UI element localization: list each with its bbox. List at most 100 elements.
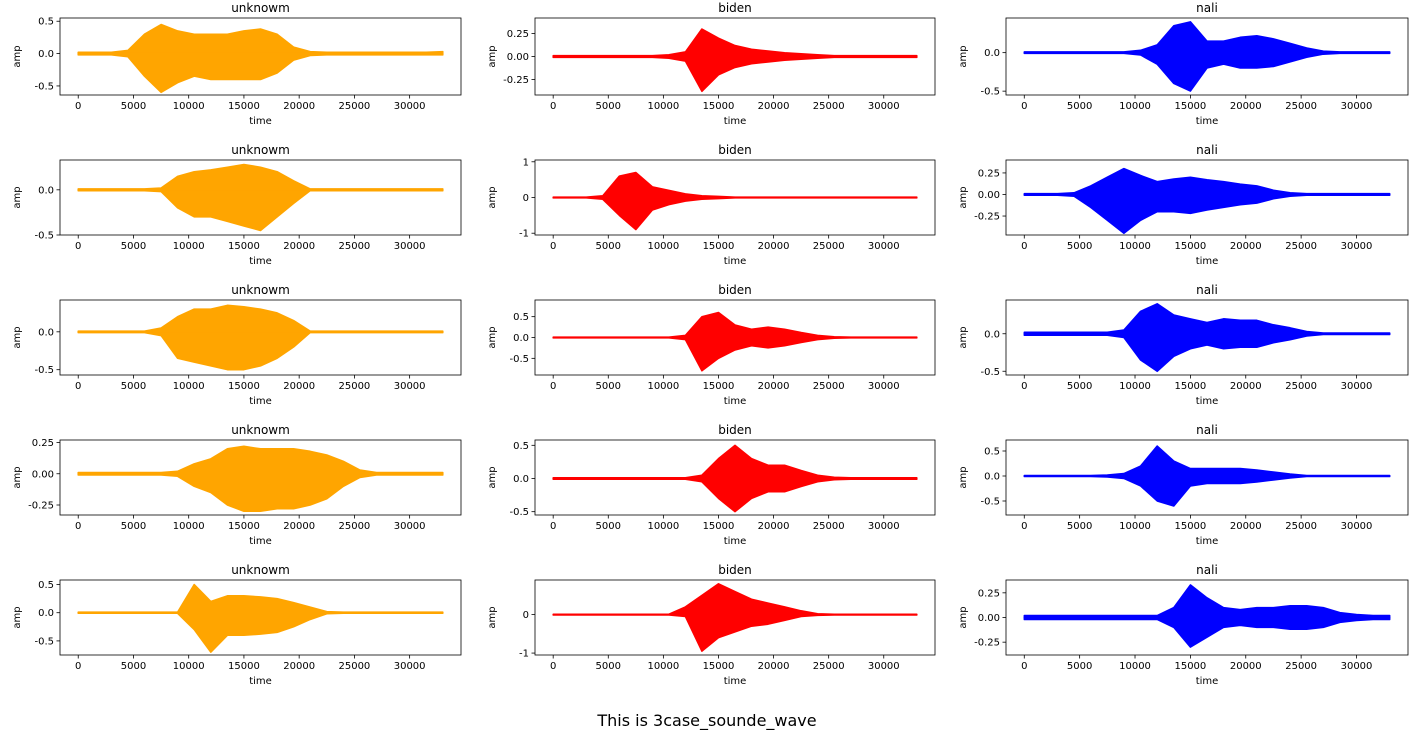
figure-title: This is 3case_sounde_wave — [596, 711, 816, 731]
axes-frame — [1005, 299, 1409, 376]
axes-frame — [59, 299, 462, 376]
x-tick-label: 15000 — [1174, 381, 1206, 392]
y-tick-label: -0.25 — [974, 212, 1000, 223]
subplot-title: biden — [718, 143, 752, 157]
x-tick-label: 0 — [75, 241, 81, 252]
x-tick-label: 15000 — [228, 241, 260, 252]
x-tick-label: 0 — [550, 101, 556, 112]
x-axis-label: time — [249, 676, 272, 687]
x-tick-label: 15000 — [703, 241, 735, 252]
wave-envelope — [77, 23, 444, 55]
y-tick-label: 0.5 — [38, 17, 54, 28]
wave-envelope — [552, 336, 918, 372]
x-tick-label: 20000 — [758, 101, 790, 112]
y-tick-label: -0.5 — [34, 636, 54, 647]
y-axis-label: amp — [958, 326, 969, 348]
x-tick-label: 30000 — [868, 661, 900, 672]
y-tick-label: 0.25 — [32, 438, 54, 449]
x-tick-label: 5000 — [596, 101, 621, 112]
x-axis-label: time — [724, 536, 747, 547]
x-tick-label: 25000 — [1285, 661, 1317, 672]
x-tick-label: 25000 — [813, 381, 845, 392]
wave-envelope — [77, 473, 444, 513]
x-tick-label: 0 — [550, 241, 556, 252]
wave-envelope — [552, 613, 918, 652]
x-tick-label: 15000 — [703, 521, 735, 532]
x-tick-label: 25000 — [1285, 241, 1317, 252]
x-tick-label: 30000 — [1341, 241, 1373, 252]
y-tick-label: 0.5 — [38, 580, 54, 591]
x-tick-label: 30000 — [1341, 521, 1373, 532]
y-tick-label: 0 — [523, 193, 529, 204]
x-axis-label: time — [724, 396, 747, 407]
x-tick-label: 25000 — [813, 661, 845, 672]
x-tick-label: 10000 — [1119, 381, 1151, 392]
y-tick-label: -0.5 — [509, 354, 529, 365]
x-tick-label: 0 — [1021, 661, 1027, 672]
y-axis-label: amp — [487, 326, 498, 348]
y-tick-label: 1 — [523, 157, 529, 168]
x-tick-label: 25000 — [338, 661, 370, 672]
x-tick-label: 0 — [1021, 521, 1027, 532]
x-tick-label: 30000 — [868, 101, 900, 112]
x-tick-label: 5000 — [596, 521, 621, 532]
subplot-title: unknowm — [231, 423, 290, 437]
y-tick-label: 0.0 — [984, 48, 1000, 59]
axes-frame — [59, 159, 462, 236]
x-tick-label: 0 — [75, 101, 81, 112]
x-tick-label: 30000 — [394, 241, 426, 252]
x-tick-label: 30000 — [1341, 381, 1373, 392]
y-tick-label: 0.0 — [984, 329, 1000, 340]
y-axis-label: amp — [487, 186, 498, 208]
y-tick-label: 0.00 — [978, 613, 1000, 624]
wave-envelope — [77, 331, 444, 371]
y-tick-label: 0.0 — [513, 474, 529, 485]
x-tick-label: 0 — [1021, 101, 1027, 112]
x-axis-label: time — [249, 396, 272, 407]
subplot-title: nali — [1196, 563, 1218, 577]
y-tick-label: 0.00 — [978, 190, 1000, 201]
x-axis-label: time — [1196, 676, 1219, 687]
x-tick-label: 20000 — [283, 521, 315, 532]
x-tick-label: 0 — [550, 521, 556, 532]
x-tick-label: 0 — [75, 381, 81, 392]
axes-frame — [1005, 439, 1409, 516]
x-tick-label: 10000 — [173, 661, 205, 672]
wave-envelope — [552, 196, 918, 231]
wave-envelope — [77, 52, 444, 94]
x-tick-label: 15000 — [1174, 241, 1206, 252]
x-tick-label: 5000 — [596, 661, 621, 672]
x-axis-label: time — [724, 676, 747, 687]
x-tick-label: 5000 — [1067, 101, 1092, 112]
x-tick-label: 10000 — [1119, 241, 1151, 252]
x-tick-label: 15000 — [228, 101, 260, 112]
x-tick-label: 30000 — [868, 521, 900, 532]
wave-envelope — [552, 55, 918, 93]
x-tick-label: 25000 — [338, 381, 370, 392]
y-tick-label: -1 — [519, 229, 529, 240]
x-axis-label: time — [249, 116, 272, 127]
subplot-title: biden — [718, 1, 752, 15]
wave-envelope — [77, 445, 444, 475]
x-tick-label: 20000 — [758, 241, 790, 252]
subplot-title: unknowm — [231, 283, 290, 297]
x-tick-label: 0 — [550, 381, 556, 392]
x-axis-label: time — [249, 256, 272, 267]
x-tick-label: 25000 — [1285, 521, 1317, 532]
y-axis-label: amp — [12, 326, 23, 348]
x-tick-label: 0 — [1021, 241, 1027, 252]
y-tick-label: 0.0 — [38, 608, 54, 619]
subplot-title: nali — [1196, 143, 1218, 157]
subplot-title: unknowm — [231, 1, 290, 15]
x-tick-label: 20000 — [283, 381, 315, 392]
x-axis-label: time — [724, 116, 747, 127]
y-tick-label: 0.5 — [984, 447, 1000, 458]
y-axis-label: amp — [958, 45, 969, 67]
y-tick-label: 0.0 — [984, 472, 1000, 483]
x-tick-label: 5000 — [121, 661, 146, 672]
x-tick-label: 15000 — [228, 661, 260, 672]
y-tick-label: 0.00 — [32, 469, 54, 480]
x-tick-label: 5000 — [121, 101, 146, 112]
y-tick-label: 0.5 — [513, 441, 529, 452]
y-tick-label: -0.5 — [34, 365, 54, 376]
